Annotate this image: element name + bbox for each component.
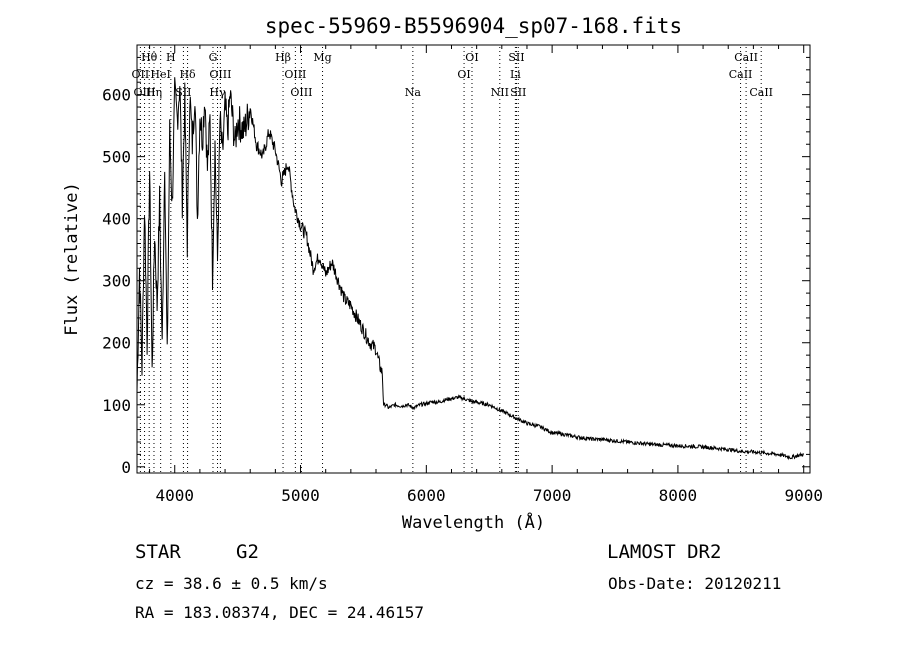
y-tick-label: 300: [102, 272, 131, 291]
coordinates: RA = 183.08374, DEC = 24.46157: [135, 603, 424, 622]
line-label: SII: [508, 51, 524, 64]
line-label: Hβ: [275, 51, 291, 64]
line-label: SII: [510, 86, 526, 99]
x-tick-label: 6000: [407, 486, 446, 505]
line-label: SII: [175, 86, 191, 99]
line-label: G: [209, 51, 218, 64]
object-class: STAR: [135, 541, 181, 563]
y-tick-label: 200: [102, 334, 131, 353]
y-axis-label: Flux (relative): [62, 182, 82, 336]
x-tick-label: 5000: [281, 486, 320, 505]
plot-frame: [136, 44, 811, 474]
line-label: OIII: [284, 68, 306, 81]
y-tick-label: 500: [102, 148, 131, 167]
line-label: H: [166, 51, 176, 64]
line-label: Hθ: [141, 51, 158, 64]
line-label: OIII: [134, 86, 156, 99]
y-tick-label: 600: [102, 86, 131, 105]
line-label: OIII: [209, 68, 231, 81]
line-label: OIII: [290, 86, 312, 99]
line-label: OI: [465, 51, 478, 64]
line-label: CaII: [734, 51, 758, 64]
line-label: CaII: [729, 68, 753, 81]
line-label: NII: [491, 86, 509, 99]
spectrum-line: [136, 77, 805, 461]
line-label: Hη: [146, 86, 162, 99]
x-axis-label: Wavelength (Å): [402, 511, 545, 533]
survey-label: LAMOST DR2: [607, 541, 722, 563]
line-label: Na: [405, 86, 422, 99]
object-subclass: G2: [236, 541, 259, 563]
chart-title: spec-55969-B5596904_sp07-168.fits: [265, 14, 682, 38]
y-tick-label: 100: [102, 396, 131, 415]
y-tick-label: 400: [102, 210, 131, 229]
line-label: CaII: [749, 86, 773, 99]
line-label: Li: [510, 68, 521, 81]
y-tick-label: 0: [121, 458, 131, 477]
x-tick-label: 7000: [533, 486, 572, 505]
line-label: Mg: [313, 51, 331, 64]
line-label: HeI: [150, 68, 170, 81]
redshift-cz: cz = 38.6 ± 0.5 km/s: [135, 574, 328, 593]
x-tick-label: 4000: [155, 486, 194, 505]
line-label: Hγ: [209, 86, 226, 99]
x-tick-label: 8000: [659, 486, 698, 505]
line-label: OI: [457, 68, 470, 81]
line-label: Hδ: [179, 68, 196, 81]
x-tick-label: 9000: [784, 486, 823, 505]
obs-date: Obs-Date: 20120211: [608, 574, 782, 593]
